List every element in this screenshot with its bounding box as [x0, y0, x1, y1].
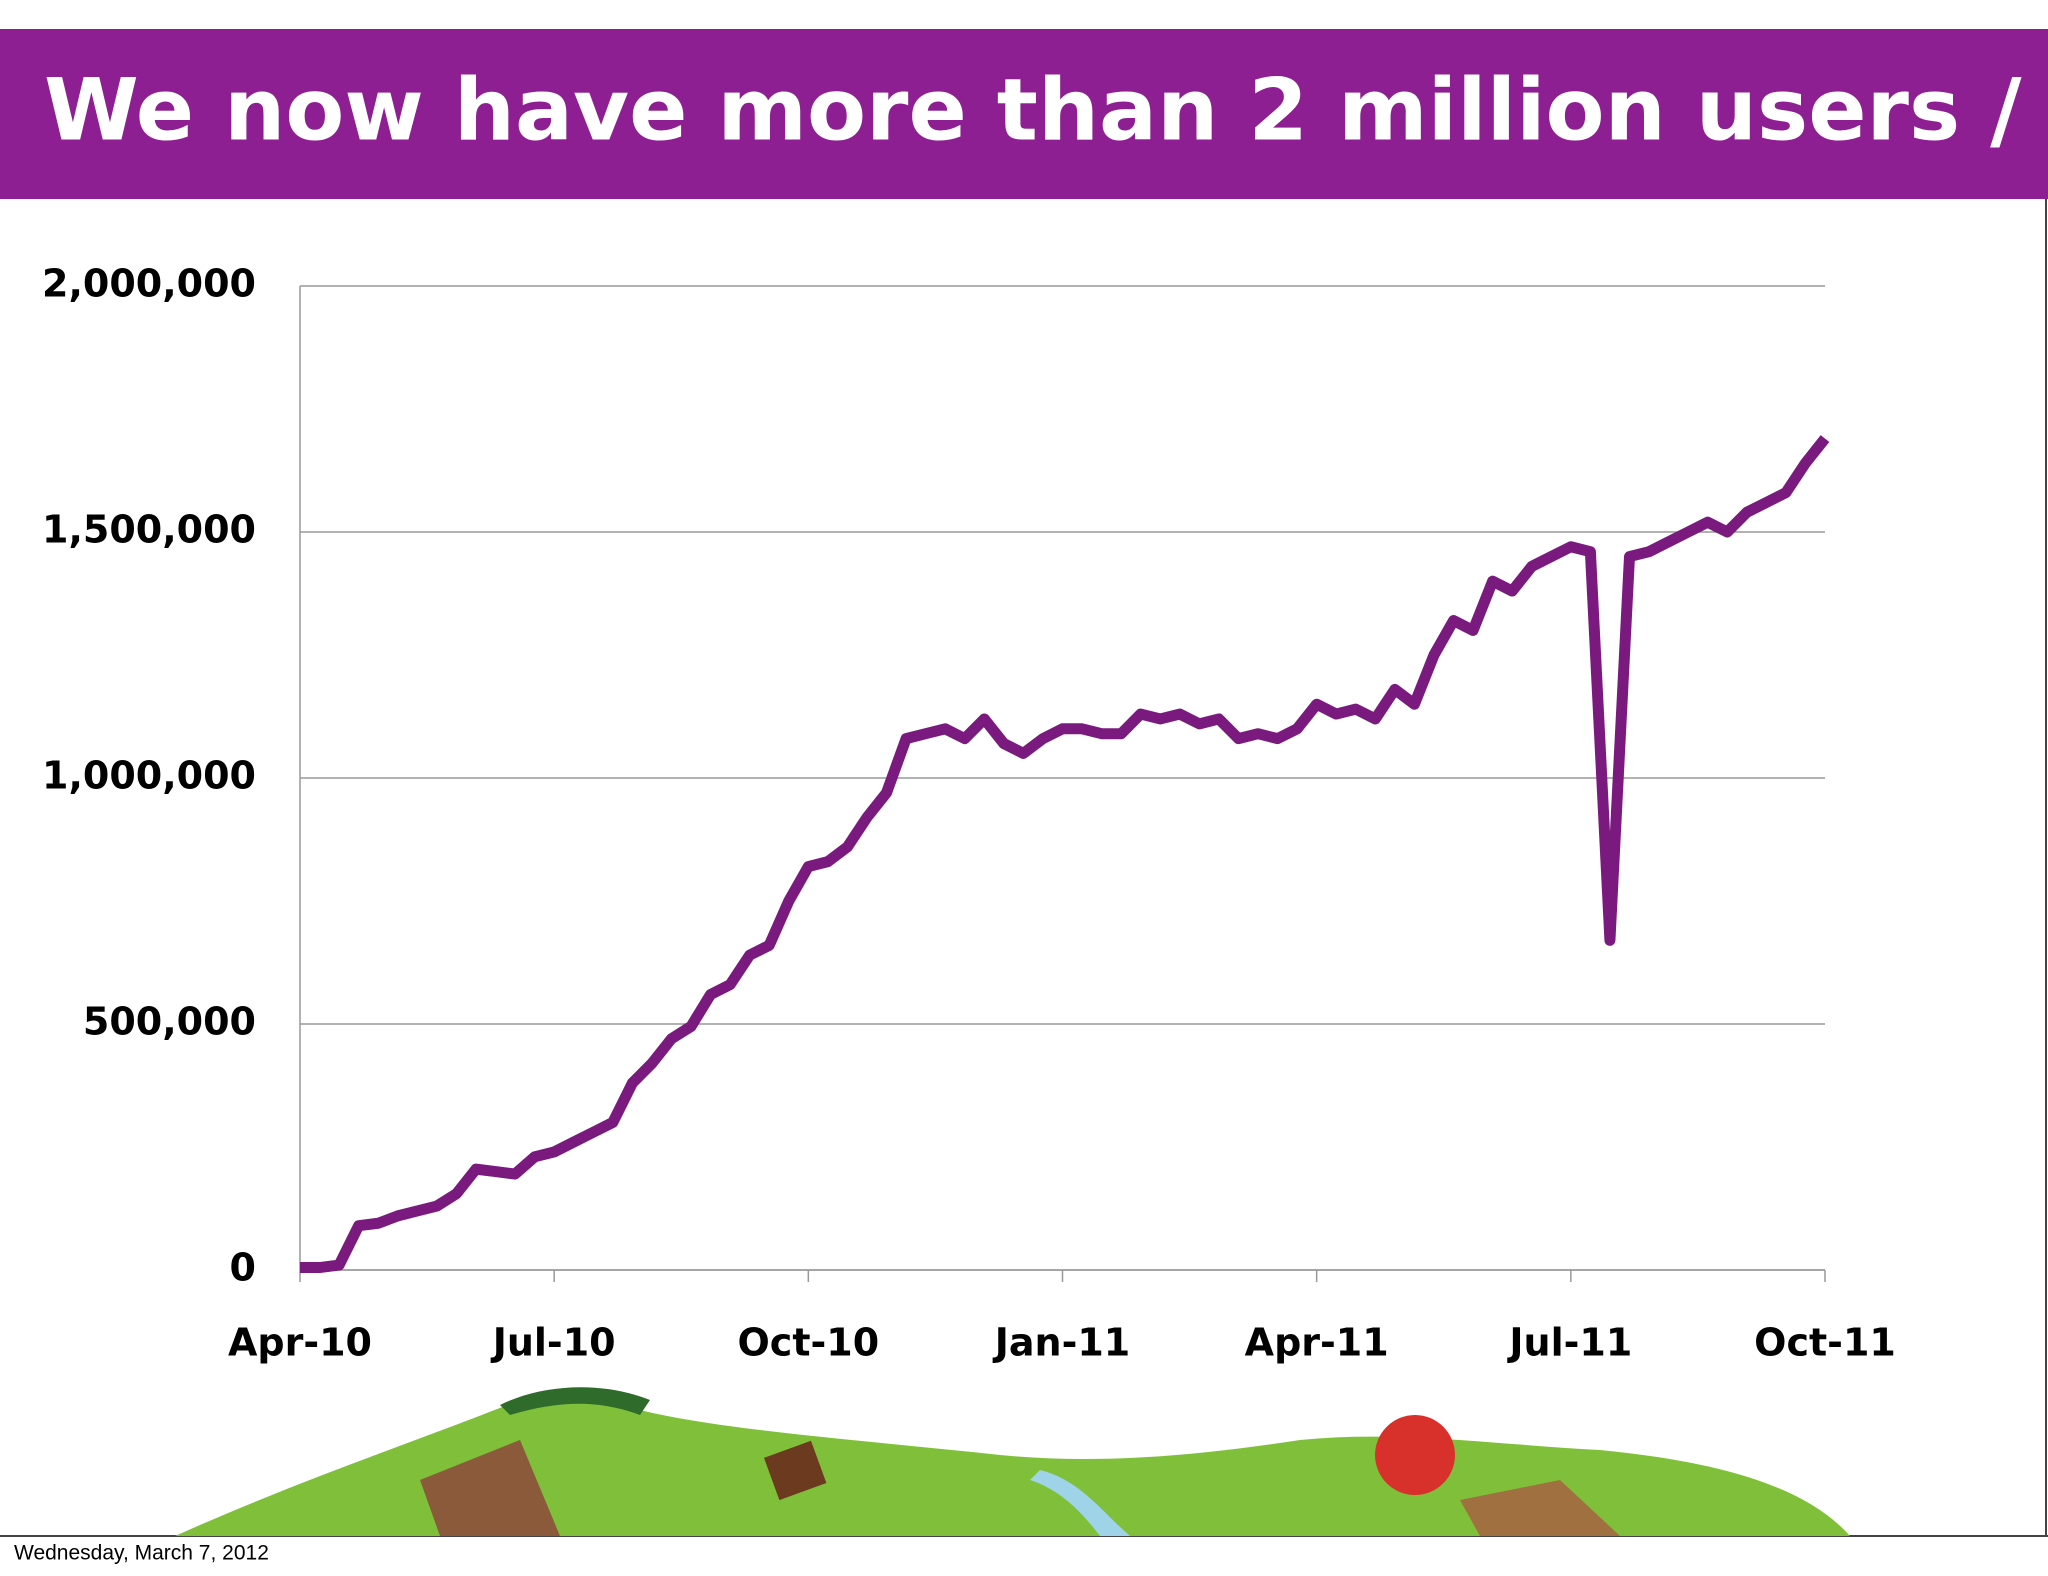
x-tick-label: Jul-11: [1506, 1321, 1632, 1365]
data-line: [300, 435, 1830, 1274]
y-tick-label: 1,500,000: [42, 508, 256, 552]
y-tick-label: 500,000: [83, 1000, 256, 1044]
y-tick-label: 2,000,000: [42, 262, 256, 306]
chart-title: We now have more than 2 million users / …: [44, 60, 2048, 160]
title-bar: [0, 29, 2048, 199]
landscape: [175, 1387, 1850, 1536]
x-tick-label: Apr-11: [1245, 1321, 1389, 1365]
x-tick-label: Jul-10: [490, 1321, 616, 1365]
x-tick-label: Oct-11: [1754, 1321, 1896, 1365]
footer-date: Wednesday, March 7, 2012: [14, 1542, 269, 1565]
y-tick-label: 1,000,000: [42, 754, 256, 798]
x-tick-label: Apr-10: [228, 1321, 372, 1365]
x-tick-label: Oct-10: [738, 1321, 880, 1365]
x-tick-label: Jan-11: [992, 1321, 1131, 1365]
y-tick-label: 0: [230, 1246, 256, 1290]
